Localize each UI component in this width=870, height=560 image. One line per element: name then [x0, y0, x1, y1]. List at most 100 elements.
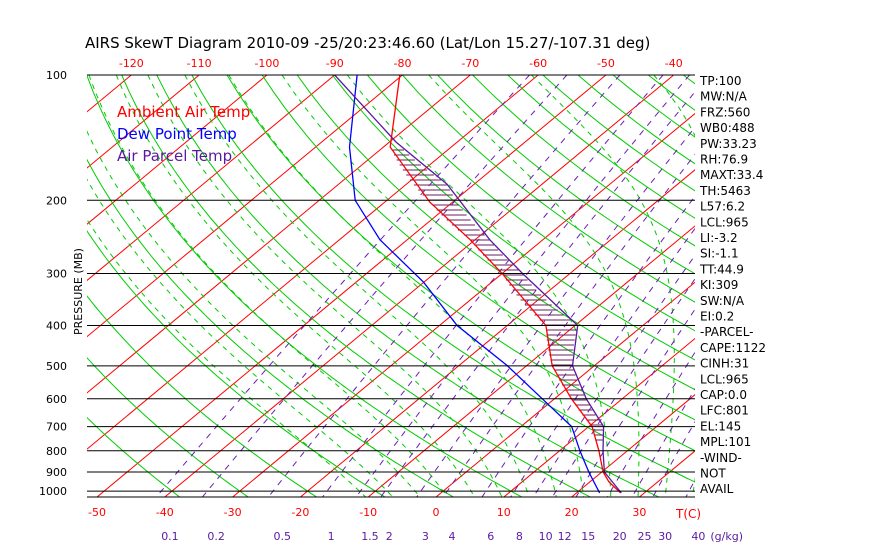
x-axis-label: T(C): [675, 507, 701, 521]
top-temp-tick-label: -50: [597, 57, 615, 70]
mixing-ratio-tick-label: 0.2: [207, 530, 225, 543]
pressure-tick-label: 700: [46, 421, 67, 434]
bottom-temp-tick-label: 10: [497, 506, 511, 519]
moist-adiabat-line: [147, 75, 503, 497]
mixing-ratio-tick-label: 15: [581, 530, 595, 543]
mixing-ratio-tick-label: 1.5: [361, 530, 379, 543]
mixing-ratio-tick-label: 6: [487, 530, 494, 543]
isotherm-line: [231, 112, 695, 497]
mixing-ratio-line: [652, 420, 695, 497]
dry-adiabat-line: [87, 357, 249, 497]
bottom-temp-tick-label: -30: [224, 506, 242, 519]
pressure-tick-label: 400: [46, 320, 67, 333]
index-label: MPL:101: [700, 435, 751, 449]
mixing-ratio-line: [532, 254, 695, 497]
series-line-air-parcel-temp: [334, 75, 622, 494]
top-temp-tick-label: -80: [394, 57, 412, 70]
index-label: WB0:488: [700, 121, 755, 135]
top-temp-tick-label: -70: [461, 57, 479, 70]
mixing-ratio-line: [155, 75, 530, 497]
mixing-ratio-unit-label: (g/kg): [710, 530, 743, 543]
pressure-tick-label: 200: [46, 194, 67, 207]
mixing-ratio-tick-label: 1: [328, 530, 335, 543]
top-temp-tick-label: -100: [254, 57, 279, 70]
y-axis-label: PRESSURE (MB): [72, 248, 85, 335]
dry-adiabat-line: [789, 75, 870, 498]
isotherm-line: [774, 75, 870, 498]
mixing-ratio-tick-label: 30: [658, 530, 672, 543]
index-label: CINH:31: [700, 357, 749, 371]
dry-adiabat-line: [472, 75, 695, 247]
isotherm-line: [435, 281, 695, 497]
isotherm-line: [0, 75, 64, 498]
index-label: RH:76.9: [700, 153, 748, 167]
mixing-ratio-tick-label: 40: [691, 530, 705, 543]
mixing-ratio-line: [416, 126, 695, 497]
top-temp-tick-label: -90: [326, 57, 344, 70]
moist-adiabat-line: [87, 130, 421, 497]
index-label: -PARCEL-: [700, 325, 754, 339]
dry-adiabat-line: [331, 75, 695, 361]
index-label: TP:100: [699, 74, 742, 88]
legend-entry: Dew Point Temp: [117, 125, 237, 143]
series-line-dew-point-temp: [348, 75, 601, 494]
mixing-ratio-tick-label: 10: [539, 530, 553, 543]
dry-adiabat-line: [87, 295, 318, 497]
dry-adiabat-line: [753, 75, 870, 498]
index-label: -WIND-: [700, 451, 742, 465]
mixing-ratio-line: [442, 153, 695, 497]
dry-adiabat-line: [859, 75, 870, 498]
chart-title: AIRS SkewT Diagram 2010-09 -25/20:23:46.…: [85, 34, 650, 52]
bottom-temp-tick-label: -40: [156, 506, 174, 519]
isotherm-line: [87, 75, 268, 225]
moist-adiabat-line: [87, 178, 394, 497]
mixing-ratio-line: [606, 351, 695, 497]
isotherm-line: [96, 75, 607, 497]
index-label: SW:N/A: [700, 294, 745, 308]
dry-adiabat-line: [507, 75, 695, 219]
mixing-ratio-line: [551, 277, 695, 497]
index-label: LI:-3.2: [700, 231, 738, 245]
index-label: CAP:0.0: [700, 388, 747, 402]
index-label: MAXT:33.4: [700, 168, 763, 182]
isotherm-line: [87, 75, 132, 113]
mixing-ratio-tick-label: 3: [422, 530, 429, 543]
index-label: NOT: [700, 467, 726, 481]
dry-adiabat-line: [191, 75, 695, 483]
index-label: EL:145: [700, 419, 741, 433]
isotherm-line: [570, 394, 695, 497]
index-label: LFC:801: [700, 404, 749, 418]
mixing-ratio-tick-label: 20: [613, 530, 627, 543]
mixing-ratio-line: [355, 75, 690, 497]
bottom-temp-tick-label: -50: [88, 506, 106, 519]
index-label: EI:0.2: [700, 310, 734, 324]
isotherm-line: [503, 337, 695, 497]
bottom-temp-tick-label: -20: [291, 506, 309, 519]
top-temp-tick-label: -120: [119, 57, 144, 70]
isotherm-line: [164, 75, 675, 497]
top-temp-tick-label: -110: [187, 57, 212, 70]
legend-entry: Air Parcel Temp: [117, 147, 232, 165]
moist-adiabat-line: [228, 75, 557, 497]
index-label: FRZ:560: [700, 105, 750, 119]
mixing-ratio-line: [631, 388, 695, 497]
moist-adiabat-line: [281, 75, 585, 497]
dry-adiabat-line: [87, 416, 181, 497]
mixing-ratio-tick-label: 2: [386, 530, 393, 543]
pressure-tick-label: 100: [46, 69, 67, 82]
index-label: LCL:965: [700, 372, 749, 386]
moist-adiabat-line: [87, 218, 367, 497]
pressure-tick-label: 800: [46, 445, 67, 458]
pressure-tick-label: 500: [46, 360, 67, 373]
dry-adiabat-line: [87, 75, 523, 497]
moist-adiabat-line: [115, 75, 476, 497]
top-temp-tick-label: -40: [665, 57, 683, 70]
top-temp-tick-label: -60: [529, 57, 547, 70]
isotherm-line: [87, 75, 539, 450]
isotherm-line: [299, 169, 695, 497]
isotherm-line: [87, 75, 336, 282]
isotherm-line: [87, 75, 403, 338]
dry-adiabat-line: [121, 75, 592, 497]
moist-adiabat-line: [88, 75, 448, 497]
